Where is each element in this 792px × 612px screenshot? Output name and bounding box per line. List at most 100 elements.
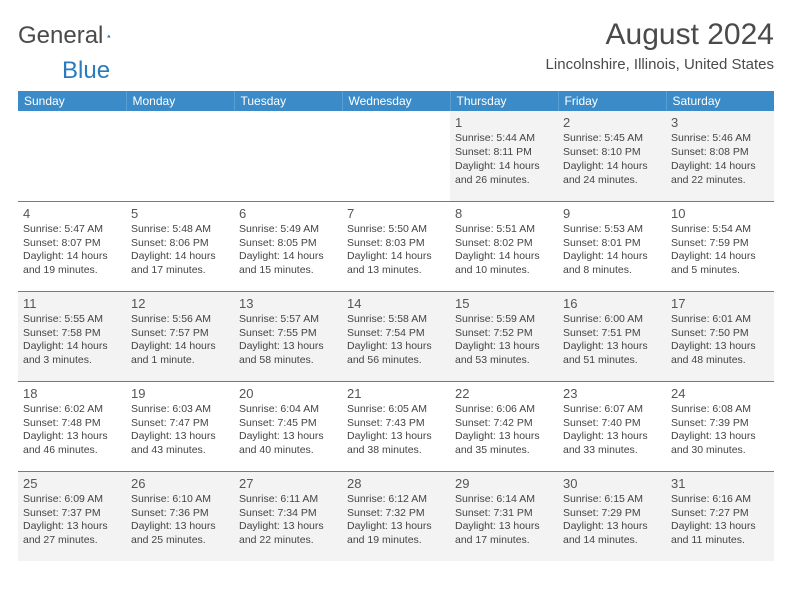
day-header: Thursday xyxy=(450,91,558,111)
calendar-cell: 3Sunrise: 5:46 AMSunset: 8:08 PMDaylight… xyxy=(666,111,774,201)
day-number: 8 xyxy=(455,205,553,222)
daylight-text: Daylight: 14 hours and 13 minutes. xyxy=(347,250,445,278)
day-number: 25 xyxy=(23,475,121,492)
daylight-text: Daylight: 13 hours and 30 minutes. xyxy=(671,430,769,458)
calendar-cell: 8Sunrise: 5:51 AMSunset: 8:02 PMDaylight… xyxy=(450,201,558,291)
calendar-body: 1Sunrise: 5:44 AMSunset: 8:11 PMDaylight… xyxy=(18,111,774,561)
daylight-text: Daylight: 13 hours and 40 minutes. xyxy=(239,430,337,458)
day-number: 21 xyxy=(347,385,445,402)
daylight-text: Daylight: 13 hours and 25 minutes. xyxy=(131,520,229,548)
calendar-row: 4Sunrise: 5:47 AMSunset: 8:07 PMDaylight… xyxy=(18,201,774,291)
logo-blue: Blue xyxy=(62,57,110,85)
sunset-text: Sunset: 8:05 PM xyxy=(239,237,337,251)
sunset-text: Sunset: 8:03 PM xyxy=(347,237,445,251)
sunset-text: Sunset: 8:11 PM xyxy=(455,146,553,160)
day-number: 4 xyxy=(23,205,121,222)
sunrise-text: Sunrise: 5:45 AM xyxy=(563,132,661,146)
sunrise-text: Sunrise: 5:49 AM xyxy=(239,223,337,237)
daylight-text: Daylight: 13 hours and 17 minutes. xyxy=(455,520,553,548)
sunrise-text: Sunrise: 6:15 AM xyxy=(563,493,661,507)
sunset-text: Sunset: 7:59 PM xyxy=(671,237,769,251)
calendar-cell: 11Sunrise: 5:55 AMSunset: 7:58 PMDayligh… xyxy=(18,291,126,381)
day-header: Monday xyxy=(126,91,234,111)
calendar-cell: 19Sunrise: 6:03 AMSunset: 7:47 PMDayligh… xyxy=(126,381,234,471)
daylight-text: Daylight: 14 hours and 24 minutes. xyxy=(563,160,661,188)
calendar-cell xyxy=(234,111,342,201)
day-number: 6 xyxy=(239,205,337,222)
sunrise-text: Sunrise: 5:48 AM xyxy=(131,223,229,237)
sunrise-text: Sunrise: 6:11 AM xyxy=(239,493,337,507)
day-header: Wednesday xyxy=(342,91,450,111)
sunset-text: Sunset: 7:50 PM xyxy=(671,327,769,341)
day-number: 15 xyxy=(455,295,553,312)
calendar-row: 11Sunrise: 5:55 AMSunset: 7:58 PMDayligh… xyxy=(18,291,774,381)
day-header: Saturday xyxy=(666,91,774,111)
sunset-text: Sunset: 7:29 PM xyxy=(563,507,661,521)
logo-general: General xyxy=(18,22,103,50)
day-number: 16 xyxy=(563,295,661,312)
daylight-text: Daylight: 13 hours and 48 minutes. xyxy=(671,340,769,368)
sunset-text: Sunset: 7:40 PM xyxy=(563,417,661,431)
sunset-text: Sunset: 7:32 PM xyxy=(347,507,445,521)
daylight-text: Daylight: 13 hours and 58 minutes. xyxy=(239,340,337,368)
calendar-row: 25Sunrise: 6:09 AMSunset: 7:37 PMDayligh… xyxy=(18,471,774,561)
day-number: 22 xyxy=(455,385,553,402)
sunrise-text: Sunrise: 5:50 AM xyxy=(347,223,445,237)
day-number: 31 xyxy=(671,475,769,492)
sunset-text: Sunset: 7:58 PM xyxy=(23,327,121,341)
daylight-text: Daylight: 14 hours and 22 minutes. xyxy=(671,160,769,188)
sunset-text: Sunset: 8:01 PM xyxy=(563,237,661,251)
day-number: 9 xyxy=(563,205,661,222)
sunrise-text: Sunrise: 5:56 AM xyxy=(131,313,229,327)
daylight-text: Daylight: 14 hours and 17 minutes. xyxy=(131,250,229,278)
calendar-cell: 26Sunrise: 6:10 AMSunset: 7:36 PMDayligh… xyxy=(126,471,234,561)
day-number: 12 xyxy=(131,295,229,312)
daylight-text: Daylight: 14 hours and 15 minutes. xyxy=(239,250,337,278)
sunset-text: Sunset: 7:34 PM xyxy=(239,507,337,521)
calendar-cell: 18Sunrise: 6:02 AMSunset: 7:48 PMDayligh… xyxy=(18,381,126,471)
sunrise-text: Sunrise: 5:57 AM xyxy=(239,313,337,327)
sunset-text: Sunset: 7:47 PM xyxy=(131,417,229,431)
title-block: August 2024 Lincolnshire, Illinois, Unit… xyxy=(546,18,774,73)
calendar-cell: 24Sunrise: 6:08 AMSunset: 7:39 PMDayligh… xyxy=(666,381,774,471)
calendar-cell xyxy=(126,111,234,201)
sunrise-text: Sunrise: 6:00 AM xyxy=(563,313,661,327)
sunset-text: Sunset: 8:06 PM xyxy=(131,237,229,251)
sunrise-text: Sunrise: 5:51 AM xyxy=(455,223,553,237)
sunset-text: Sunset: 7:57 PM xyxy=(131,327,229,341)
day-number: 2 xyxy=(563,114,661,131)
sunrise-text: Sunrise: 5:59 AM xyxy=(455,313,553,327)
day-header: Sunday xyxy=(18,91,126,111)
sunset-text: Sunset: 7:45 PM xyxy=(239,417,337,431)
daylight-text: Daylight: 14 hours and 19 minutes. xyxy=(23,250,121,278)
daylight-text: Daylight: 14 hours and 3 minutes. xyxy=(23,340,121,368)
calendar-cell: 6Sunrise: 5:49 AMSunset: 8:05 PMDaylight… xyxy=(234,201,342,291)
daylight-text: Daylight: 14 hours and 5 minutes. xyxy=(671,250,769,278)
sunset-text: Sunset: 7:48 PM xyxy=(23,417,121,431)
calendar-cell: 1Sunrise: 5:44 AMSunset: 8:11 PMDaylight… xyxy=(450,111,558,201)
calendar-cell: 9Sunrise: 5:53 AMSunset: 8:01 PMDaylight… xyxy=(558,201,666,291)
sunrise-text: Sunrise: 6:09 AM xyxy=(23,493,121,507)
calendar-head: SundayMondayTuesdayWednesdayThursdayFrid… xyxy=(18,91,774,111)
sunrise-text: Sunrise: 6:07 AM xyxy=(563,403,661,417)
daylight-text: Daylight: 13 hours and 19 minutes. xyxy=(347,520,445,548)
sunset-text: Sunset: 8:08 PM xyxy=(671,146,769,160)
calendar-page: General August 2024 Lincolnshire, Illino… xyxy=(0,0,792,561)
calendar-cell: 30Sunrise: 6:15 AMSunset: 7:29 PMDayligh… xyxy=(558,471,666,561)
daylight-text: Daylight: 13 hours and 35 minutes. xyxy=(455,430,553,458)
day-header: Tuesday xyxy=(234,91,342,111)
day-number: 10 xyxy=(671,205,769,222)
calendar-cell: 22Sunrise: 6:06 AMSunset: 7:42 PMDayligh… xyxy=(450,381,558,471)
calendar-row: 1Sunrise: 5:44 AMSunset: 8:11 PMDaylight… xyxy=(18,111,774,201)
day-number: 13 xyxy=(239,295,337,312)
calendar-cell: 23Sunrise: 6:07 AMSunset: 7:40 PMDayligh… xyxy=(558,381,666,471)
daylight-text: Daylight: 14 hours and 1 minute. xyxy=(131,340,229,368)
day-header: Friday xyxy=(558,91,666,111)
sunrise-text: Sunrise: 6:06 AM xyxy=(455,403,553,417)
sunset-text: Sunset: 7:27 PM xyxy=(671,507,769,521)
sunrise-text: Sunrise: 5:44 AM xyxy=(455,132,553,146)
sunrise-text: Sunrise: 6:01 AM xyxy=(671,313,769,327)
day-number: 20 xyxy=(239,385,337,402)
calendar-cell: 10Sunrise: 5:54 AMSunset: 7:59 PMDayligh… xyxy=(666,201,774,291)
sunset-text: Sunset: 7:55 PM xyxy=(239,327,337,341)
